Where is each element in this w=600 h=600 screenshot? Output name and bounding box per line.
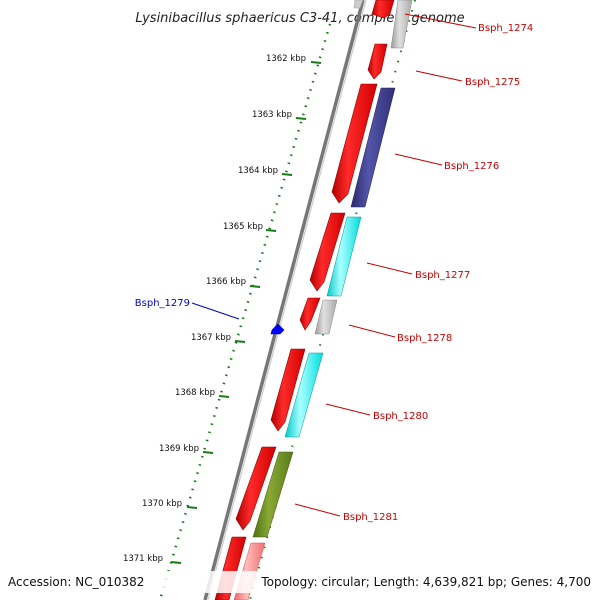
tick-mark — [234, 340, 246, 343]
map-title: Lysinibacillus sphaericus C3-41, complet… — [135, 11, 464, 26]
gene-label[interactable]: Bsph_1281 — [343, 512, 398, 523]
cds-feature[interactable] — [367, 43, 388, 80]
gene-label[interactable]: Bsph_1280 — [373, 411, 428, 422]
tick-label: 1363 kbp — [252, 110, 292, 120]
tick-mark — [310, 61, 322, 64]
tick-label: 1365 kbp — [223, 222, 263, 232]
gene-label[interactable]: Bsph_1277 — [415, 270, 470, 281]
gene-label[interactable]: Bsph_1275 — [465, 77, 520, 88]
cds-feature[interactable] — [299, 297, 321, 331]
tick-mark — [202, 451, 214, 454]
tick-labels: 1362 kbp 1363 kbp 1364 kbp 1365 kbp 1366… — [123, 54, 306, 564]
cog-track — [233, 0, 413, 600]
tick-label: 1366 kbp — [206, 277, 246, 287]
gene-label[interactable]: Bsph_1274 — [478, 23, 533, 34]
rna-feature[interactable] — [270, 323, 285, 335]
tick-label: 1370 kbp — [142, 499, 182, 509]
gene-labels: Bsph_1274 Bsph_1275 Bsph_1276 Bsph_1277 … — [135, 23, 533, 523]
cds-feature[interactable] — [371, 0, 395, 19]
tick-label: 1368 kbp — [175, 388, 215, 398]
accession-text: Accession: NC_010382 — [8, 575, 144, 589]
footer-background — [0, 571, 600, 593]
cds-feature[interactable] — [309, 212, 346, 292]
gene-label[interactable]: Bsph_1279 — [135, 298, 190, 309]
tick-label: 1371 kbp — [123, 554, 163, 564]
tick-marks — [170, 61, 322, 564]
tick-mark — [218, 395, 230, 398]
cds-track — [214, 0, 395, 600]
cds-feature[interactable] — [235, 446, 277, 531]
tick-mark — [249, 285, 261, 288]
cog-feature[interactable] — [284, 352, 324, 438]
tick-label: 1369 kbp — [159, 444, 199, 454]
cds-feature[interactable] — [353, 0, 364, 9]
gene-label[interactable]: Bsph_1278 — [397, 333, 452, 344]
tick-mark — [265, 229, 277, 232]
tick-label: 1364 kbp — [238, 166, 278, 176]
cds-feature[interactable] — [331, 83, 378, 204]
backbone — [203, 0, 367, 600]
tick-mark — [186, 506, 198, 509]
cog-feature[interactable] — [390, 0, 413, 49]
tick-mark — [170, 561, 182, 564]
genome-summary-text: Topology: circular; Length: 4,639,821 bp… — [260, 575, 591, 589]
cog-feature[interactable] — [326, 216, 362, 297]
cog-feature[interactable] — [314, 299, 338, 335]
cog-feature[interactable] — [252, 451, 294, 538]
tick-label: 1367 kbp — [191, 333, 231, 343]
cds-feature[interactable] — [270, 348, 306, 432]
tick-label: 1362 kbp — [266, 54, 306, 64]
label-leaders — [191, 13, 477, 517]
tick-mark — [295, 117, 307, 120]
gene-label[interactable]: Bsph_1276 — [444, 161, 499, 172]
cog-feature[interactable] — [350, 87, 396, 208]
tick-mark — [281, 173, 293, 176]
